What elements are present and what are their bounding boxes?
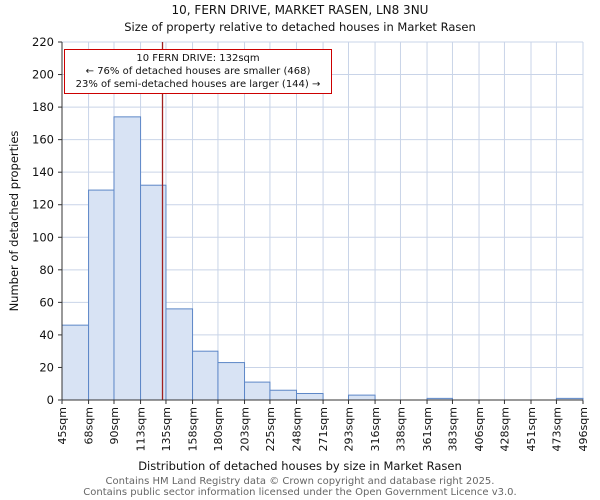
y-tick-label: 140 [32, 165, 54, 179]
x-tick-label: 203sqm [239, 407, 252, 451]
x-tick-label: 248sqm [291, 407, 304, 451]
x-tick-label: 135sqm [160, 407, 173, 451]
annotation-box: 10 FERN DRIVE: 132sqm ← 76% of detached … [64, 49, 332, 94]
x-tick-label: 451sqm [525, 407, 538, 451]
bar [88, 189, 115, 401]
chart-title: 10, FERN DRIVE, MARKET RASEN, LN8 3NU [171, 3, 429, 17]
annotation-line-3: 23% of semi-detached houses are larger (… [75, 79, 321, 90]
y-tick-label: 80 [39, 263, 54, 277]
x-tick-label: 180sqm [212, 407, 225, 451]
y-tick-label: 160 [32, 133, 54, 147]
bar [61, 324, 90, 401]
x-tick-label: 361sqm [421, 407, 434, 451]
footer: Contains HM Land Registry data © Crown c… [0, 476, 600, 498]
x-tick-label: 225sqm [264, 407, 277, 451]
chart-subtitle: Size of property relative to detached ho… [124, 20, 476, 34]
x-tick-label: 158sqm [187, 407, 200, 451]
footer-line-2: Contains public sector information licen… [83, 487, 517, 498]
bar [113, 116, 142, 401]
y-tick-label: 220 [32, 35, 54, 49]
x-tick-label: 338sqm [394, 407, 407, 451]
x-tick-label: 428sqm [498, 407, 511, 451]
x-tick-label: 316sqm [369, 407, 382, 451]
x-axis-label: Distribution of detached houses by size … [138, 459, 462, 473]
y-tick-label: 0 [47, 393, 54, 407]
annotation-line-2: ← 76% of detached houses are smaller (46… [85, 66, 311, 77]
bar [244, 381, 271, 401]
x-tick-label: 45sqm [56, 407, 69, 444]
x-tick-label: 473sqm [550, 407, 563, 451]
bar [269, 389, 298, 401]
x-tick-label: 271sqm [317, 407, 330, 451]
x-tick-label: 68sqm [83, 407, 96, 444]
x-tick-label: 293sqm [342, 407, 355, 451]
y-axis-label: Number of detached properties [7, 130, 21, 312]
bar [296, 392, 324, 401]
y-tick-label: 40 [39, 328, 54, 342]
x-tick-label: 496sqm [577, 407, 590, 451]
annotation-line-1: 10 FERN DRIVE: 132sqm [136, 53, 260, 64]
bar [347, 394, 376, 401]
y-tick-label: 200 [32, 68, 54, 82]
x-tick-label: 406sqm [473, 407, 486, 451]
bar [192, 350, 219, 401]
x-tick-label: 113sqm [135, 407, 148, 451]
footer-line-1: Contains HM Land Registry data © Crown c… [105, 476, 495, 487]
y-tick-label: 120 [32, 198, 54, 212]
bar [140, 184, 167, 401]
y-tick-label: 100 [32, 230, 54, 244]
bar [217, 362, 246, 401]
y-tick-label: 60 [39, 295, 54, 309]
x-tick-label: 383sqm [446, 407, 459, 451]
y-tick-label: 20 [39, 360, 54, 374]
y-tick-label: 180 [32, 100, 54, 114]
bar [165, 308, 194, 401]
x-tick-label: 90sqm [108, 407, 121, 444]
